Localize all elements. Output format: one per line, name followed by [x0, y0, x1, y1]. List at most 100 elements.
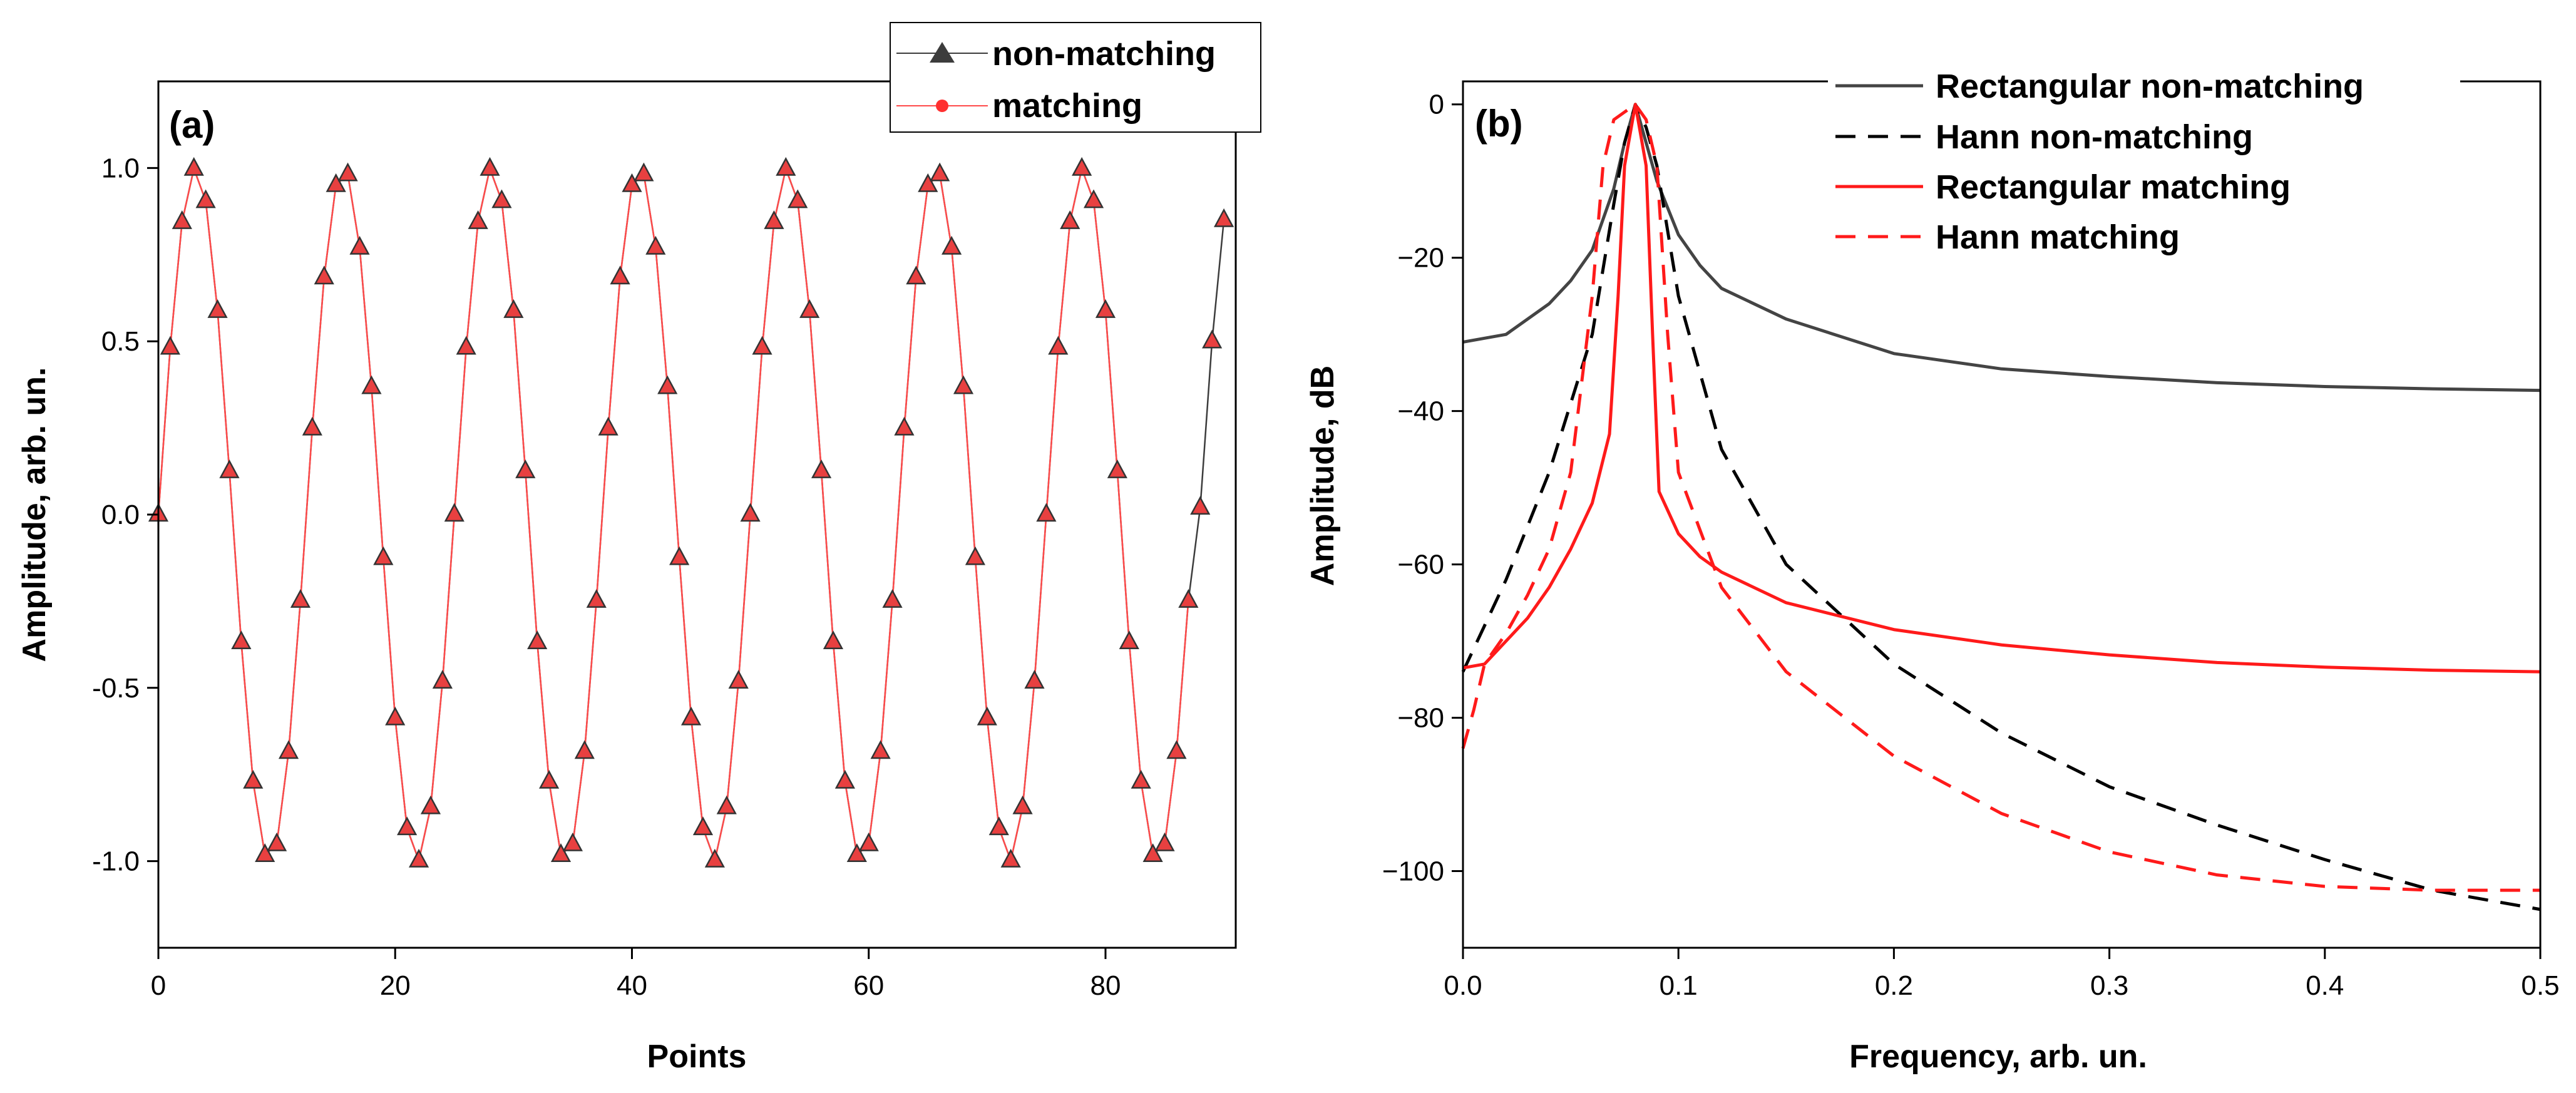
panel-a-plot-frame — [157, 80, 1237, 949]
panel-a-y-tick-label: -0.5 — [92, 673, 140, 704]
panel-a-time-signal: 0 20 40 60 80 -1.0 -0.5 0.0 0.5 1.0 (a) Points Am… — [16, 22, 1261, 1075]
panel-b-x-tick-label: 0.5 — [2521, 970, 2559, 1001]
data-point-triangle — [574, 740, 595, 759]
data-point-triangle — [942, 235, 962, 255]
panel-b-y-tick-label: −80 — [1397, 703, 1444, 734]
panel-a-series — [148, 157, 1234, 868]
data-point-triangle — [314, 265, 334, 285]
data-point-triangle — [420, 795, 441, 814]
data-point-triangle — [1178, 589, 1199, 608]
data-point-triangle — [858, 832, 879, 851]
data-point-triangle — [267, 832, 287, 851]
data-point-triangle — [657, 375, 678, 394]
panel-b-y-tick-label: 0 — [1429, 90, 1444, 120]
legend-label-rect-matching: Rectangular matching — [1936, 168, 2291, 206]
panel-a-label: (a) — [169, 104, 215, 146]
legend-label-non-matching: non-matching — [992, 35, 1216, 73]
data-point-triangle — [776, 157, 796, 176]
data-point-triangle — [515, 459, 536, 478]
data-point-triangle — [930, 162, 950, 182]
data-point-triangle — [1095, 299, 1116, 318]
data-point-triangle — [527, 630, 548, 650]
data-point-triangle — [480, 157, 500, 176]
legend-marker-non-matching — [930, 42, 955, 63]
data-point-triangle — [562, 832, 583, 851]
data-point-triangle — [634, 162, 654, 182]
data-point-triangle — [740, 503, 761, 522]
data-point-triangle — [1154, 832, 1175, 851]
panel-b-legend-frame — [1828, 59, 2460, 266]
panel-a-y-tick-label: -1.0 — [92, 846, 140, 877]
panel-b-x-axis-title: Frequency, arb. un. — [1849, 1039, 2147, 1075]
legend-label-hann-non-matching: Hann non-matching — [1936, 118, 2253, 156]
panel-b-y-tick-label: −100 — [1382, 856, 1444, 887]
data-point-triangle — [278, 740, 299, 759]
data-point-triangle — [550, 843, 572, 863]
panel-a-y-axis-title: Amplitude, arb. un. — [16, 367, 53, 662]
data-point-triangle — [988, 816, 1009, 836]
series-line-hann-non-matching — [1461, 103, 2541, 911]
data-point-triangle — [823, 630, 844, 650]
data-point-triangle — [692, 816, 714, 836]
data-point-triangle — [894, 416, 915, 436]
data-point-triangle — [1166, 740, 1187, 759]
legend-label-matching: matching — [992, 87, 1142, 125]
data-point-triangle — [1048, 336, 1069, 355]
panel-b-x-tick-label: 0.4 — [2306, 970, 2344, 1001]
data-point-triangle — [172, 210, 192, 229]
data-point-triangle — [456, 336, 476, 355]
panel-a-x-tick-label: 80 — [1090, 970, 1121, 1001]
panel-b-series — [1461, 103, 2541, 911]
data-point-triangle — [1107, 459, 1127, 478]
data-point-triangle — [397, 816, 418, 836]
data-point-triangle — [183, 157, 204, 176]
data-point-triangle — [906, 265, 926, 285]
data-point-triangle — [788, 189, 808, 208]
data-point-triangle — [645, 235, 666, 255]
data-point-triangle — [716, 795, 737, 814]
data-point-triangle — [408, 848, 429, 868]
data-point-triangle — [1190, 496, 1211, 515]
legend-label-hann-matching: Hann matching — [1936, 218, 2180, 256]
series-line-rectangular-non-matching — [1462, 103, 2541, 393]
panel-b-y-tick-label: −60 — [1397, 550, 1444, 580]
data-point-triangle — [704, 848, 725, 868]
data-point-triangle — [728, 670, 749, 689]
data-point-triangle — [1213, 208, 1234, 227]
panel-b-ticks: 0.0 0.1 0.2 0.3 0.4 0.5 0 −20 −40 −60 −80 −100 — [1382, 90, 2560, 1001]
panel-b-y-tick-label: −40 — [1397, 396, 1444, 427]
data-point-triangle — [1036, 503, 1057, 522]
data-point-triangle — [444, 503, 464, 522]
data-point-triangle — [882, 589, 903, 608]
data-point-triangle — [622, 173, 642, 192]
data-point-triangle — [1131, 769, 1151, 789]
data-point-triangle — [669, 546, 690, 565]
data-point-triangle — [680, 706, 702, 726]
panel-b-x-tick-label: 0.2 — [1875, 970, 1913, 1001]
data-point-triangle — [349, 235, 370, 255]
series-line-hann-matching — [1461, 103, 2540, 892]
data-point-triangle — [586, 589, 607, 608]
data-point-triangle — [243, 769, 264, 789]
panel-b-y-tick-label: −20 — [1397, 243, 1444, 274]
data-point-triangle — [290, 589, 311, 608]
panel-a-x-tick-label: 60 — [853, 970, 884, 1001]
data-point-triangle — [302, 416, 322, 436]
series-line-non-matching — [157, 166, 1225, 863]
data-point-triangle — [610, 265, 630, 285]
panel-a-y-tick-label: 1.0 — [101, 153, 140, 183]
data-point-triangle — [965, 546, 986, 565]
panel-a-x-tick-label: 20 — [380, 970, 411, 1001]
panel-b-x-tick-label: 0.1 — [1660, 970, 1698, 1001]
data-point-triangle — [1000, 848, 1021, 868]
data-point-triangle — [1072, 157, 1092, 176]
panel-a-x-tick-label: 0 — [151, 970, 166, 1001]
panel-b-legend: Rectangular non-matching Hann non-matchi… — [1828, 59, 2460, 266]
data-point-triangle — [539, 769, 560, 789]
data-point-triangle — [918, 173, 938, 192]
data-point-triangle — [160, 336, 181, 355]
data-point-triangle — [953, 375, 974, 394]
data-point-triangle — [752, 336, 772, 355]
data-point-triangle — [764, 210, 784, 229]
